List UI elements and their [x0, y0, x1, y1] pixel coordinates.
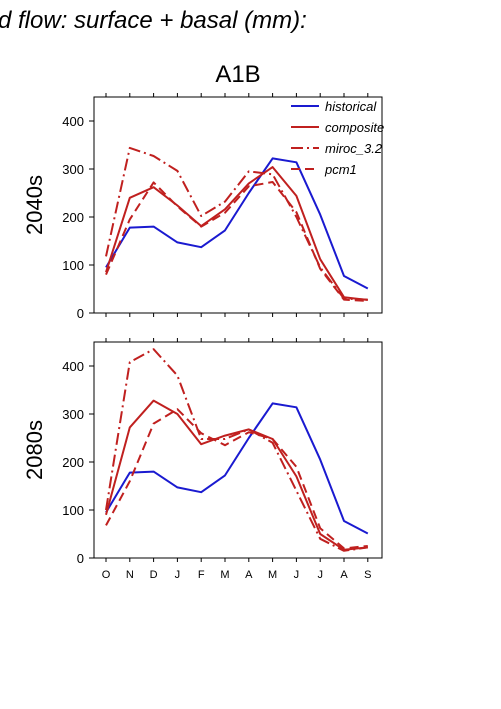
panel-2040s: 0 100 200 300 400 2040s	[22, 93, 383, 321]
y-tick-label: 0	[77, 306, 84, 321]
legend-label: miroc_3.2	[325, 141, 383, 156]
y-tick-label: 200	[62, 210, 84, 225]
legend: historical composite miroc_3.2 pcm1	[291, 99, 384, 177]
y-axis-label: 2040s	[22, 175, 47, 235]
x-tick-label: J	[294, 569, 300, 581]
x-tick-label: A	[340, 569, 348, 581]
x-tick-label: M	[268, 569, 277, 581]
series-line-composite	[105, 166, 368, 301]
y-tick-label: 0	[77, 551, 84, 566]
y-tick-label: 300	[62, 407, 84, 422]
series-line-miroc-3-2	[105, 348, 368, 552]
series-line-composite	[105, 399, 368, 551]
legend-label: pcm1	[324, 162, 357, 177]
x-tick-label: D	[150, 569, 158, 581]
series-line-historical	[105, 402, 369, 535]
scenario-title: A1B	[215, 61, 260, 88]
plot-frame	[93, 96, 383, 314]
plot-frame	[93, 341, 383, 559]
figure-title: d flow: surface + basal (mm):	[0, 7, 307, 34]
x-tick-label: N	[126, 569, 134, 581]
series-line-pcm1	[105, 181, 368, 302]
x-tick-label: A	[245, 569, 253, 581]
legend-label: historical	[325, 99, 377, 114]
x-tick-label: M	[220, 569, 229, 581]
y-tick-label: 400	[62, 359, 84, 374]
x-tick-label: J	[317, 569, 323, 581]
y-tick-label: 400	[62, 114, 84, 129]
y-tick-label: 100	[62, 503, 84, 518]
legend-label: composite	[325, 120, 384, 135]
x-tick-label: J	[175, 569, 181, 581]
x-tick-label: F	[198, 569, 205, 581]
series-line-pcm1	[105, 408, 368, 550]
series-line-historical	[105, 157, 369, 290]
y-axis-label: 2080s	[22, 420, 47, 480]
x-tick-label: O	[102, 569, 111, 581]
series-line-miroc-3-2	[105, 146, 368, 301]
y-tick-label: 100	[62, 258, 84, 273]
x-tick-label: S	[364, 569, 371, 581]
y-tick-label: 300	[62, 162, 84, 177]
y-tick-label: 200	[62, 455, 84, 470]
panel-2080s: 0 100 200 300 400 O N D J F M A M J J A S 2080s	[22, 338, 383, 581]
